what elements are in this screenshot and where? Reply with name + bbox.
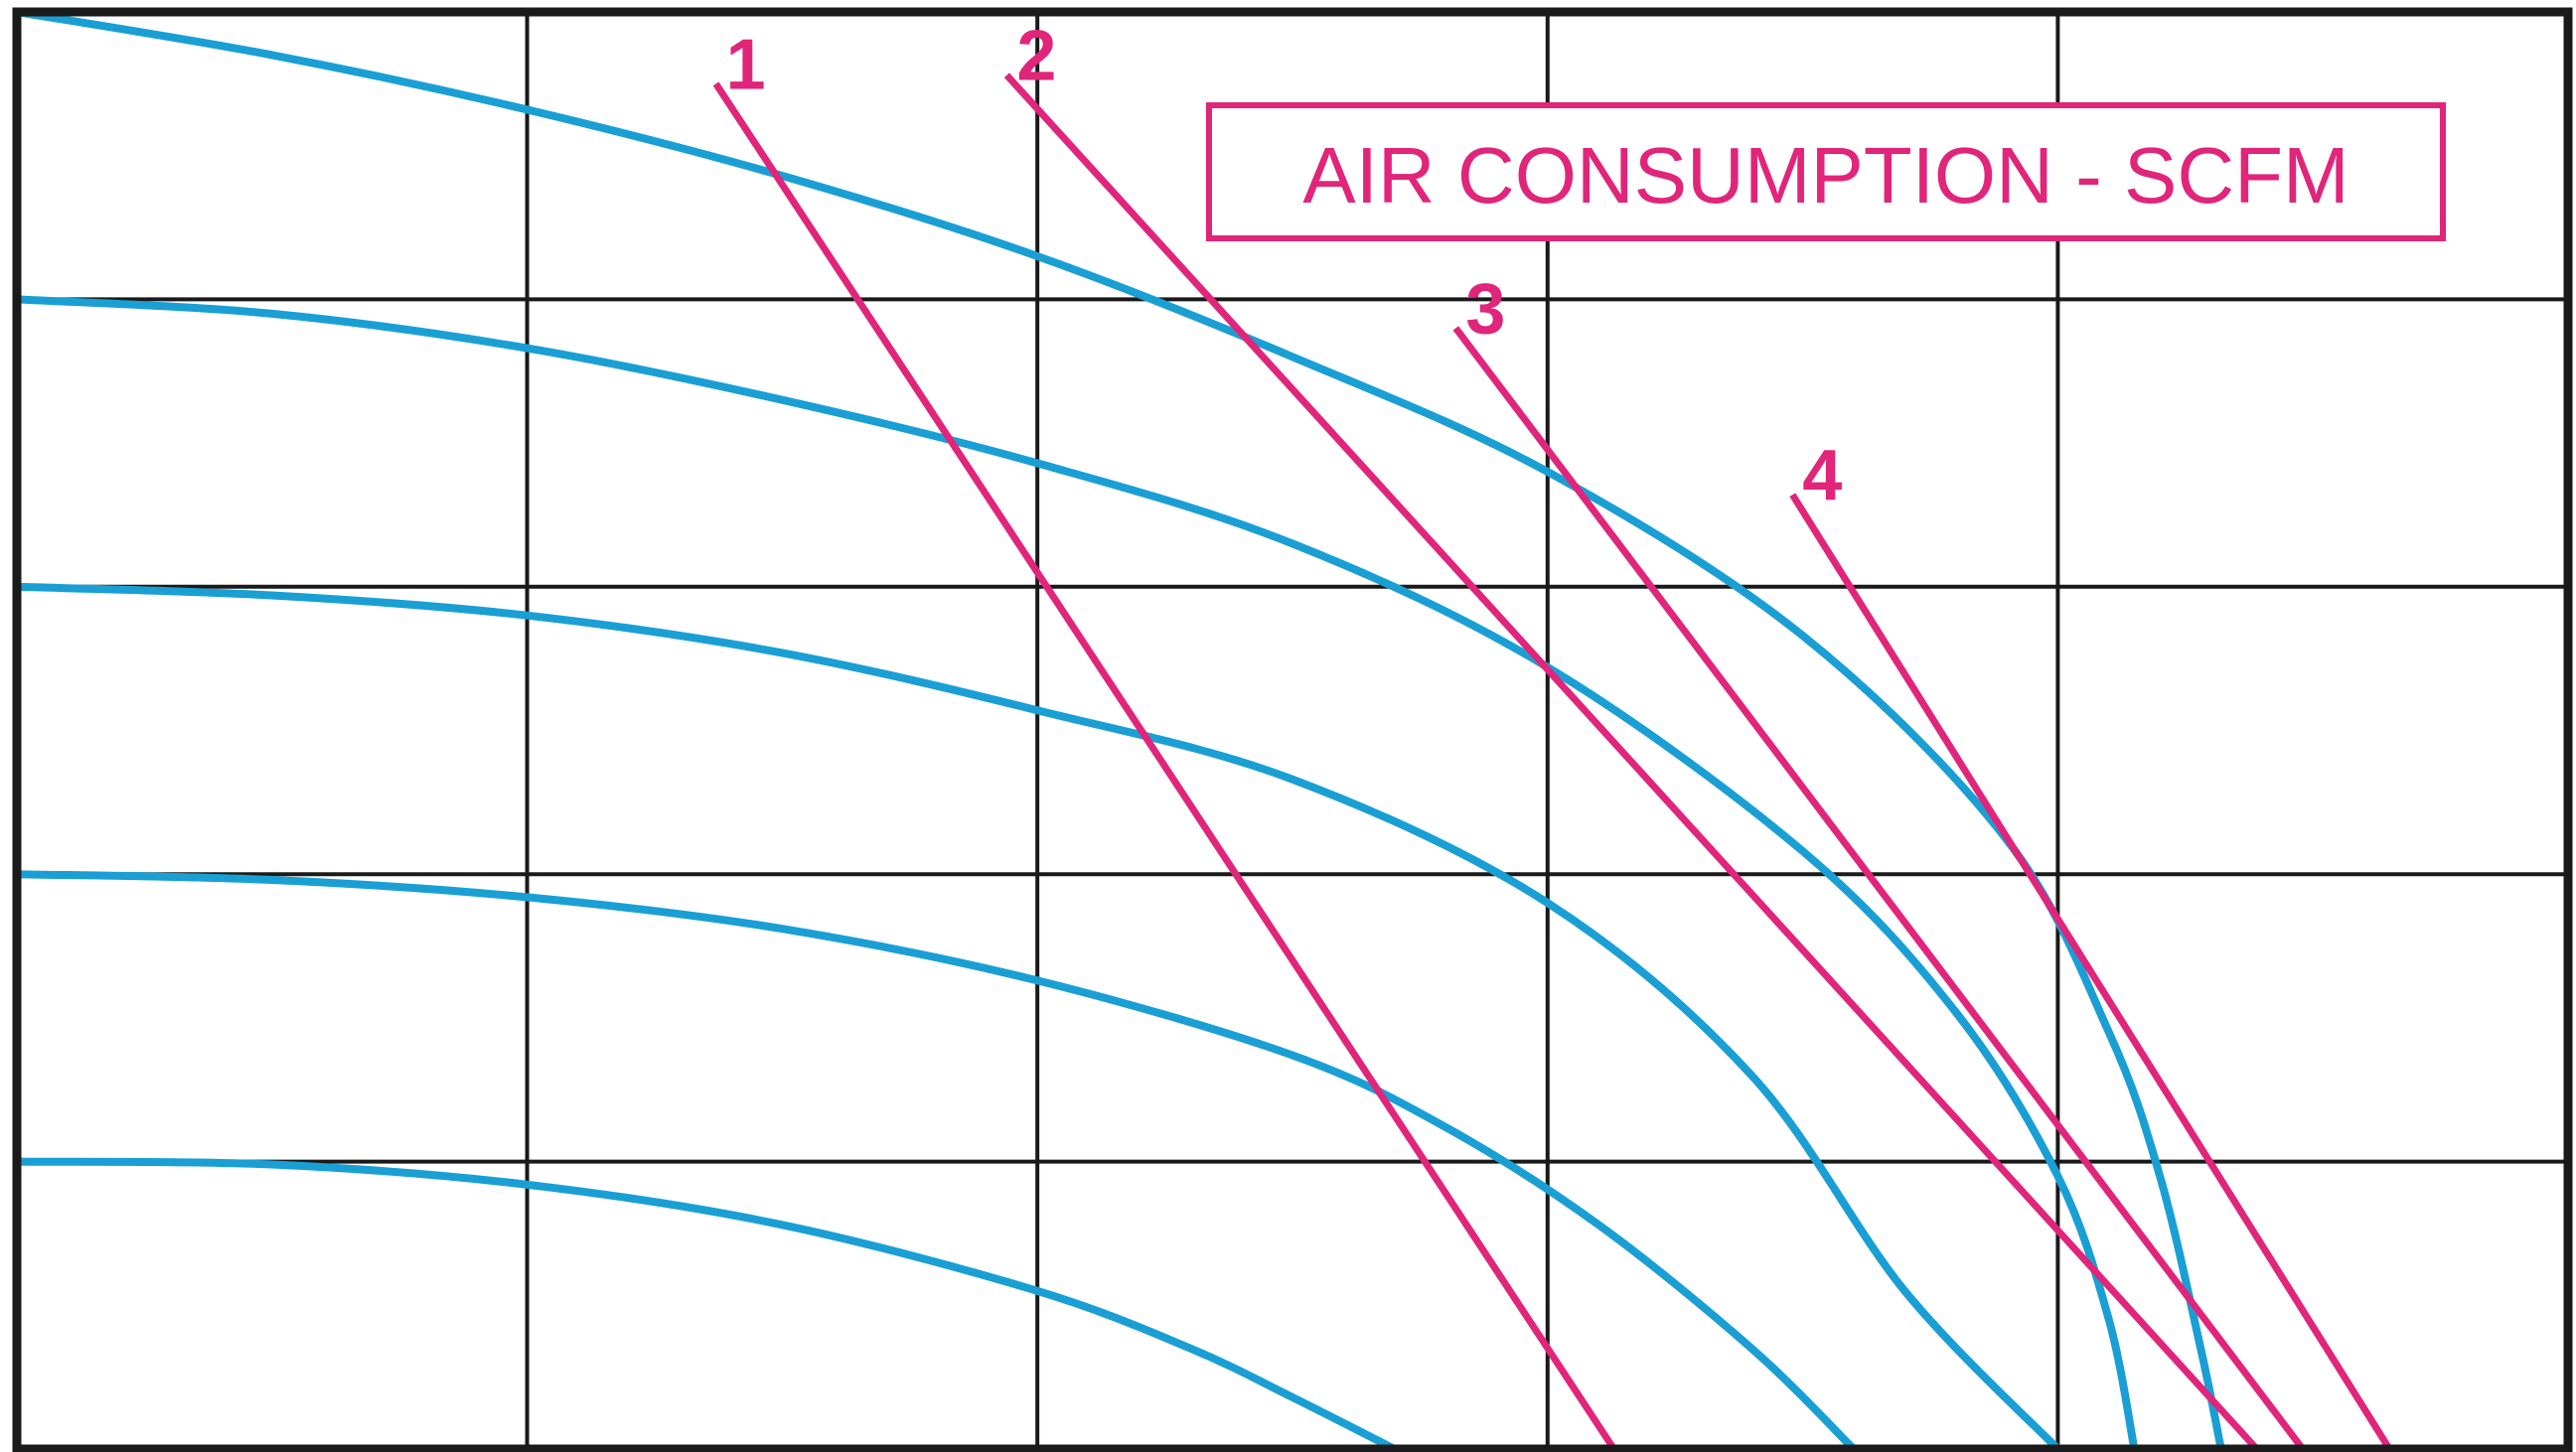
performance-curve-1 bbox=[13, 8, 2225, 1452]
air-consumption-lines: 1 2 3 4 bbox=[712, 17, 2393, 1452]
consumption-line-label-4: 4 bbox=[1802, 436, 1842, 515]
consumption-line-4 bbox=[1789, 493, 2393, 1451]
legend-title: AIR CONSUMPTION - SCFM bbox=[1302, 131, 2349, 219]
performance-curves bbox=[13, 8, 2225, 1452]
performance-curve-3 bbox=[13, 582, 2062, 1452]
performance-curve-2 bbox=[13, 295, 2139, 1452]
performance-curve-4 bbox=[13, 870, 1858, 1452]
performance-curve-5 bbox=[13, 1157, 1399, 1452]
consumption-line-label-2: 2 bbox=[1016, 17, 1056, 96]
consumption-line-1 bbox=[712, 81, 1617, 1451]
consumption-line-label-3: 3 bbox=[1465, 269, 1505, 349]
consumption-line-3 bbox=[1452, 326, 2306, 1452]
consumption-line-2 bbox=[1003, 73, 2260, 1452]
legend-box bbox=[1206, 102, 2446, 241]
consumption-line-label-1: 1 bbox=[726, 25, 766, 104]
plot-frame bbox=[12, 7, 2573, 1452]
grid bbox=[17, 12, 2568, 1449]
legend: AIR CONSUMPTION - SCFM bbox=[1206, 102, 2446, 241]
